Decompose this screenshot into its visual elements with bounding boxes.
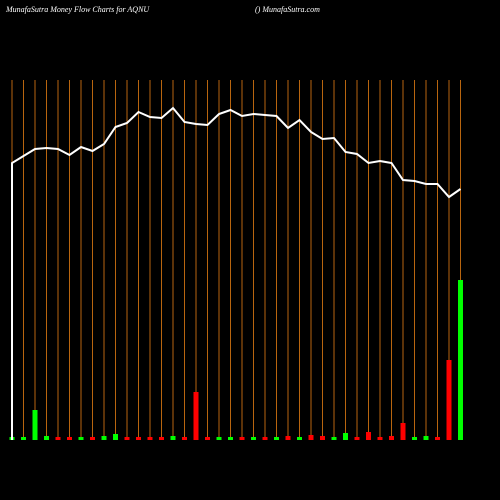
volume-bar	[228, 437, 233, 440]
volume-bar	[366, 432, 371, 440]
volume-bar	[377, 437, 383, 440]
source: () MunafaSutra.com	[255, 5, 320, 14]
volume-bar	[159, 437, 164, 440]
volume-bar	[239, 437, 245, 440]
volume-bar	[21, 437, 26, 440]
volume-bar	[205, 437, 210, 440]
volume-bar	[308, 435, 314, 440]
volume-bar	[251, 437, 256, 440]
volume-bar	[55, 437, 61, 440]
volume-bar	[274, 437, 279, 440]
volume-bar	[285, 436, 291, 440]
volume-bar	[320, 436, 325, 440]
volume-bar	[331, 437, 337, 440]
money-flow-line	[11, 106, 462, 440]
volume-bar	[124, 437, 130, 440]
volume-bar	[44, 436, 49, 440]
volume-bar	[354, 437, 360, 440]
volume-bar	[101, 436, 107, 440]
volume-bar	[262, 437, 268, 440]
volume-bar	[170, 436, 176, 440]
volume-bar	[446, 360, 452, 440]
volume-bar	[297, 437, 302, 440]
volume-bar	[435, 437, 440, 440]
volume-bar	[113, 434, 118, 440]
volume-bar	[389, 436, 394, 440]
volume-bar	[458, 280, 463, 440]
volume-bar	[182, 437, 187, 440]
volume-bar	[32, 410, 38, 440]
volume-bar	[216, 437, 222, 440]
volume-bar	[67, 437, 72, 440]
volume-bar	[136, 437, 141, 440]
volume-bar	[423, 436, 429, 440]
volume-bar	[90, 437, 95, 440]
volume-bar	[147, 437, 153, 440]
chart-title: MunafaSutra Money Flow Charts for AQNU	[5, 5, 150, 14]
volume-bar	[343, 433, 348, 440]
volume-bar	[193, 392, 199, 440]
volume-bar	[400, 423, 406, 440]
volume-bar	[78, 437, 84, 440]
volume-bar	[412, 437, 417, 440]
